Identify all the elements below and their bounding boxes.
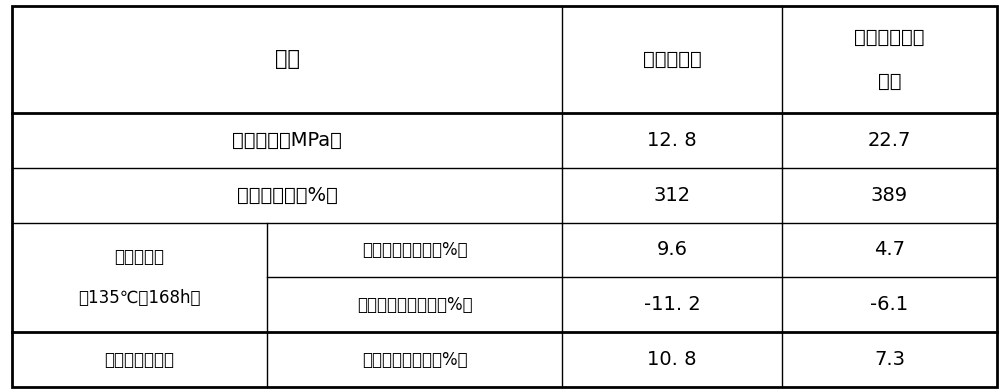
Text: 7.3: 7.3 (874, 350, 905, 369)
Text: 耐臭氧老化试验: 耐臭氧老化试验 (104, 351, 175, 369)
Text: 4.7: 4.7 (874, 240, 905, 260)
Text: 22.7: 22.7 (868, 131, 911, 150)
Text: 断裂伸长率变化率（%）: 断裂伸长率变化率（%） (357, 296, 472, 314)
Text: 本发明改性钛

辉石: 本发明改性钛 辉石 (854, 28, 925, 91)
Text: 断裂伸长率（%）: 断裂伸长率（%） (237, 186, 337, 204)
Text: 12. 8: 12. 8 (647, 131, 697, 150)
Text: 拉伸强度变化率（%）: 拉伸强度变化率（%） (362, 351, 467, 369)
Text: -11. 2: -11. 2 (644, 295, 700, 314)
Text: 拉伸强度变化率（%）: 拉伸强度变化率（%） (362, 241, 467, 259)
Text: -6.1: -6.1 (870, 295, 909, 314)
Text: 10. 8: 10. 8 (647, 350, 697, 369)
Text: 312: 312 (653, 186, 691, 204)
Text: 热老化试验

（135℃，168h）: 热老化试验 （135℃，168h） (78, 248, 201, 307)
Text: 项目: 项目 (275, 49, 300, 69)
Text: 拉伸强度（MPa）: 拉伸强度（MPa） (232, 131, 342, 150)
Text: 9.6: 9.6 (656, 240, 688, 260)
Text: 普通钛辉石: 普通钛辉石 (643, 50, 701, 69)
Text: 389: 389 (871, 186, 908, 204)
